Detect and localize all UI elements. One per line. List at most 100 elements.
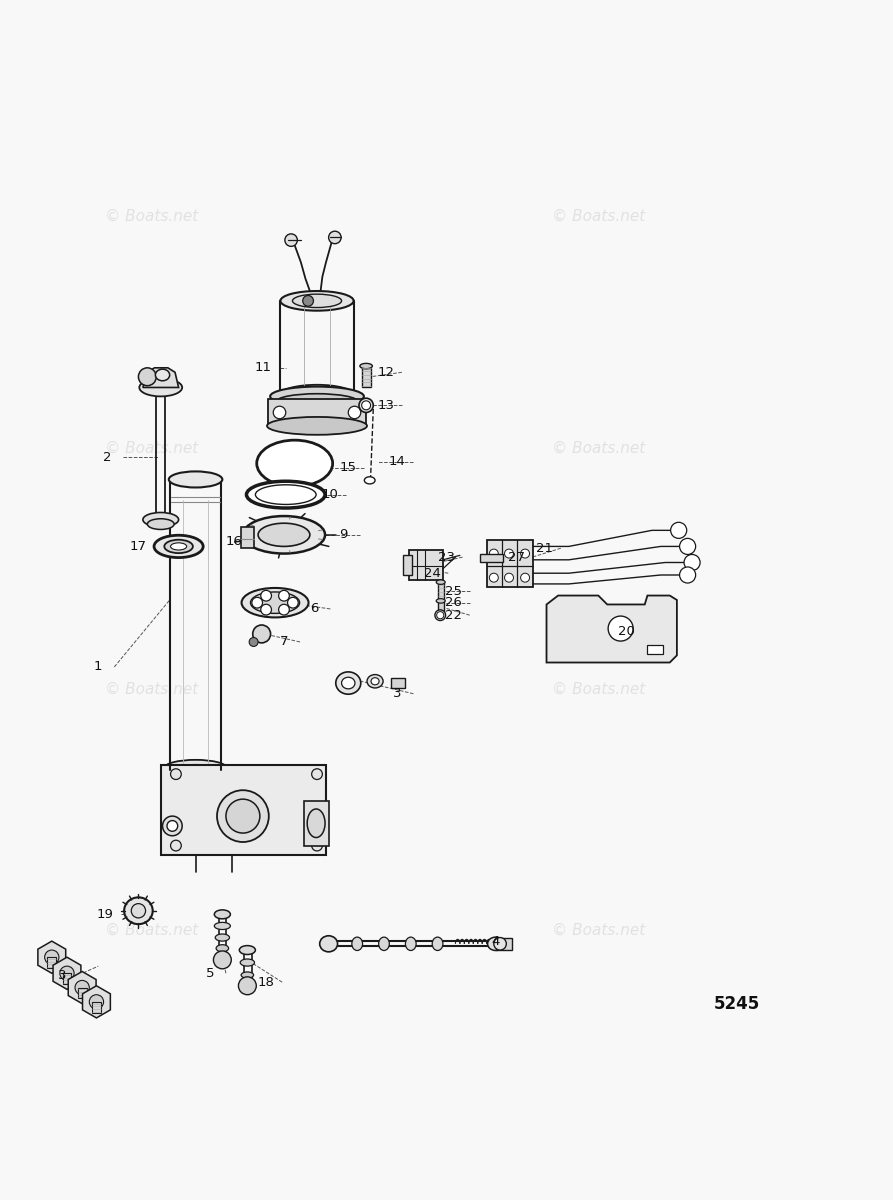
Circle shape (288, 598, 298, 608)
Ellipse shape (364, 476, 375, 484)
Ellipse shape (241, 588, 309, 618)
Ellipse shape (292, 294, 341, 307)
Text: 1: 1 (94, 660, 103, 673)
Circle shape (213, 950, 231, 968)
Ellipse shape (214, 910, 230, 919)
Bar (268, 400, 366, 426)
Circle shape (437, 612, 444, 619)
Ellipse shape (379, 937, 389, 950)
Text: 27: 27 (507, 551, 525, 564)
Bar (161, 766, 326, 854)
Ellipse shape (217, 791, 269, 842)
Bar (409, 550, 443, 581)
Text: 20: 20 (619, 625, 635, 637)
Ellipse shape (267, 416, 367, 434)
Text: 15: 15 (339, 461, 357, 474)
Circle shape (312, 769, 322, 780)
Circle shape (489, 550, 498, 558)
Ellipse shape (352, 937, 363, 950)
Ellipse shape (307, 809, 325, 838)
Ellipse shape (436, 580, 445, 584)
Circle shape (285, 234, 297, 246)
Circle shape (279, 590, 289, 601)
Text: 19: 19 (97, 908, 113, 920)
Circle shape (60, 966, 74, 980)
Circle shape (312, 840, 322, 851)
Ellipse shape (154, 535, 204, 558)
Polygon shape (53, 958, 81, 989)
Circle shape (279, 605, 289, 614)
Ellipse shape (216, 944, 229, 952)
Ellipse shape (241, 972, 254, 978)
Bar (438, 582, 444, 600)
Text: 22: 22 (445, 608, 463, 622)
Ellipse shape (342, 677, 355, 689)
Circle shape (131, 904, 146, 918)
Text: © Boats.net: © Boats.net (105, 440, 198, 456)
Circle shape (671, 522, 687, 539)
Ellipse shape (405, 937, 416, 950)
Ellipse shape (276, 394, 358, 409)
Circle shape (684, 554, 700, 570)
Text: 17: 17 (129, 540, 147, 553)
Circle shape (521, 550, 530, 558)
Polygon shape (82, 985, 111, 1018)
Text: 2: 2 (103, 451, 112, 463)
Ellipse shape (240, 959, 255, 966)
Ellipse shape (239, 946, 255, 954)
Ellipse shape (169, 472, 222, 487)
Ellipse shape (494, 937, 506, 950)
Ellipse shape (164, 540, 193, 553)
Bar (47, 958, 56, 968)
Ellipse shape (367, 674, 383, 688)
Text: © Boats.net: © Boats.net (105, 923, 198, 938)
Text: © Boats.net: © Boats.net (552, 923, 645, 938)
Ellipse shape (167, 821, 178, 832)
Circle shape (505, 550, 513, 558)
Ellipse shape (371, 678, 380, 685)
Ellipse shape (432, 937, 443, 950)
Text: 3: 3 (393, 688, 402, 701)
Ellipse shape (124, 898, 153, 924)
Ellipse shape (226, 799, 260, 833)
Circle shape (329, 232, 341, 244)
Ellipse shape (169, 764, 222, 778)
Ellipse shape (258, 523, 310, 546)
Text: 9: 9 (339, 528, 348, 541)
Ellipse shape (214, 923, 230, 930)
Polygon shape (38, 941, 66, 973)
Bar (496, 937, 512, 950)
Circle shape (45, 950, 59, 965)
Ellipse shape (139, 378, 182, 396)
Circle shape (608, 616, 633, 641)
Text: 14: 14 (389, 455, 405, 468)
Ellipse shape (336, 672, 361, 695)
Ellipse shape (257, 440, 332, 486)
Circle shape (138, 368, 156, 385)
Ellipse shape (280, 385, 354, 404)
Circle shape (249, 637, 258, 647)
Polygon shape (547, 595, 677, 662)
Bar (362, 368, 371, 388)
Text: © Boats.net: © Boats.net (552, 209, 645, 223)
Ellipse shape (255, 485, 316, 504)
Ellipse shape (171, 542, 187, 550)
Ellipse shape (243, 516, 325, 553)
Ellipse shape (163, 816, 182, 835)
Bar (438, 601, 444, 612)
Circle shape (273, 407, 286, 419)
Bar (647, 644, 663, 654)
Circle shape (253, 625, 271, 643)
Bar (78, 988, 87, 998)
Circle shape (252, 598, 263, 608)
Ellipse shape (155, 370, 170, 380)
Ellipse shape (436, 599, 445, 604)
Ellipse shape (147, 518, 174, 529)
Text: 6: 6 (310, 602, 319, 616)
Circle shape (261, 590, 271, 601)
Text: 25: 25 (445, 584, 463, 598)
Text: 16: 16 (226, 535, 242, 548)
Bar (487, 540, 533, 587)
Text: © Boats.net: © Boats.net (552, 440, 645, 456)
Text: 18: 18 (258, 976, 274, 989)
